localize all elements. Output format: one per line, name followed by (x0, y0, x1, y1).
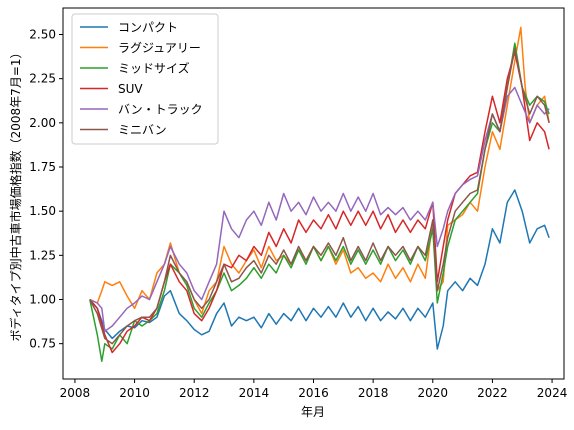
x-tick-label: 2012 (179, 386, 210, 400)
legend-box (71, 13, 219, 145)
series-line-1 (89, 189, 550, 350)
y-tick-label: 1.50 (29, 204, 56, 218)
y-tick-label: 2.25 (29, 72, 56, 86)
y-tick-label: 2.50 (29, 28, 56, 42)
x-tick-label: 2014 (239, 386, 270, 400)
x-tick-label: 2008 (60, 386, 91, 400)
x-tick-label: 2022 (477, 386, 508, 400)
x-tick-label: 2016 (298, 386, 329, 400)
x-axis-label: 年月 (301, 405, 325, 419)
series-line-4 (89, 51, 550, 354)
legend-label: ラグジュアリー (118, 41, 201, 55)
legend-label: バン・トラック (118, 103, 203, 117)
x-tick-label: 2018 (358, 386, 389, 400)
y-axis: 0.75 1.00 1.25 1.50 1.75 2.00 2.25 2.50 (29, 28, 63, 351)
y-tick-label: 2.00 (29, 116, 56, 130)
series-line-5 (89, 86, 550, 333)
series-line-3 (89, 42, 550, 363)
legend-label: ミニバン (118, 123, 167, 137)
legend-label: SUV (118, 82, 143, 96)
legend-label: コンパクト (118, 21, 178, 35)
x-axis: 2008 2010 2012 2014 2016 2018 2020 2022 2024 (60, 379, 568, 400)
x-tick-label: 2020 (418, 386, 449, 400)
y-axis-label: ボディタイプ別中古車市場価格指数（2008年7月=1） (8, 46, 23, 341)
x-tick-label: 2024 (537, 386, 568, 400)
x-tick-label: 2010 (119, 386, 150, 400)
y-tick-label: 1.00 (29, 293, 56, 307)
legend-label: ミッドサイズ (118, 61, 190, 76)
y-tick-label: 1.75 (29, 160, 56, 174)
y-tick-label: 0.75 (29, 337, 56, 351)
y-tick-label: 1.25 (29, 248, 56, 262)
series-layer (89, 26, 550, 363)
series-line-6 (89, 47, 550, 345)
